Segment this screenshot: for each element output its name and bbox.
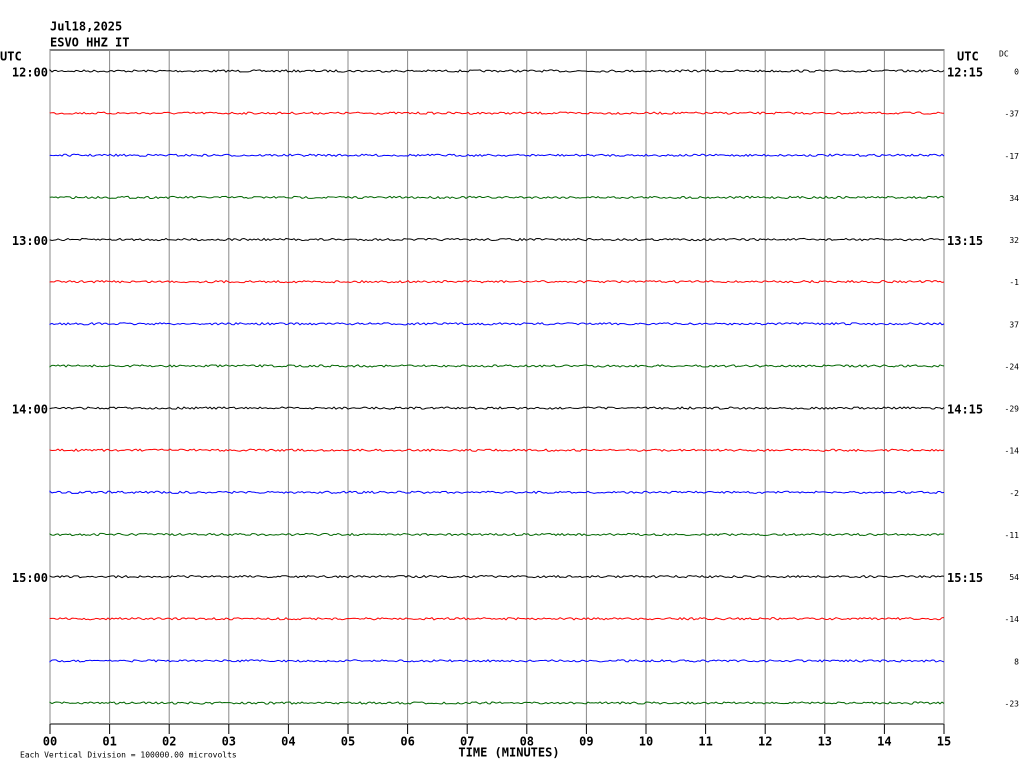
x-tick-label: 06 — [400, 735, 414, 749]
dc-offset: -1 — [1009, 278, 1019, 287]
dc-offset: -29 — [1005, 405, 1020, 414]
x-tick-label: 08 — [520, 735, 534, 749]
trace — [49, 68, 945, 73]
dc-offset: -17 — [1005, 152, 1020, 161]
trace — [49, 532, 945, 537]
dc-offset: -24 — [1005, 362, 1020, 371]
trace — [49, 701, 945, 705]
dc-offset: -2 — [1009, 489, 1019, 498]
trace — [49, 659, 945, 663]
x-tick-label: 13 — [818, 735, 832, 749]
chart-subtitle: ESVO HHZ IT — [50, 36, 129, 50]
trace — [49, 153, 945, 157]
row-end-time: 12:15 — [947, 66, 983, 80]
dc-offset: 32 — [1009, 236, 1019, 245]
chart-title: Jul18,2025 — [50, 20, 122, 34]
trace — [49, 448, 945, 452]
x-axis-label: TIME (MINUTES) — [458, 746, 559, 760]
trace — [49, 574, 945, 579]
row-start-time: 14:00 — [12, 403, 48, 417]
trace — [49, 322, 945, 326]
row-end-time: 14:15 — [947, 403, 983, 417]
dc-offset: 0 — [1014, 68, 1019, 77]
footnote: Each Vertical Division = 100000.00 micro… — [20, 751, 237, 760]
x-tick-label: 00 — [43, 735, 57, 749]
x-tick-label: 09 — [579, 735, 593, 749]
dc-offset: -37 — [1005, 110, 1020, 119]
dc-offset: -11 — [1005, 531, 1020, 540]
trace — [49, 616, 945, 621]
trace — [49, 364, 945, 368]
row-start-time: 12:00 — [12, 66, 48, 80]
x-tick-label: 04 — [281, 735, 295, 749]
x-tick-label: 12 — [758, 735, 772, 749]
dc-offset: -14 — [1005, 615, 1020, 624]
x-tick-label: 01 — [102, 735, 116, 749]
trace — [49, 490, 945, 495]
right-axis-label: UTC — [957, 50, 979, 64]
x-tick-label: 05 — [341, 735, 355, 749]
dc-label: DC — [999, 50, 1009, 59]
x-tick-label: 11 — [698, 735, 712, 749]
trace — [49, 111, 945, 115]
x-tick-label: 10 — [639, 735, 653, 749]
trace — [49, 279, 945, 284]
row-end-time: 13:15 — [947, 234, 983, 248]
dc-offset: -14 — [1005, 447, 1020, 456]
dc-offset: 54 — [1009, 573, 1019, 582]
trace — [49, 237, 945, 242]
x-tick-label: 07 — [460, 735, 474, 749]
trace — [49, 195, 945, 200]
x-tick-label: 02 — [162, 735, 176, 749]
x-tick-label: 14 — [877, 735, 891, 749]
row-start-time: 15:00 — [12, 571, 48, 585]
trace — [49, 406, 945, 410]
dc-offset: 8 — [1014, 657, 1019, 666]
x-tick-label: 03 — [222, 735, 236, 749]
left-axis-label: UTC — [0, 50, 22, 64]
x-tick-label: 15 — [937, 735, 951, 749]
dc-offset: 34 — [1009, 194, 1019, 203]
row-start-time: 13:00 — [12, 234, 48, 248]
row-end-time: 15:15 — [947, 571, 983, 585]
dc-offset: -23 — [1005, 700, 1020, 709]
dc-offset: 37 — [1009, 320, 1019, 329]
